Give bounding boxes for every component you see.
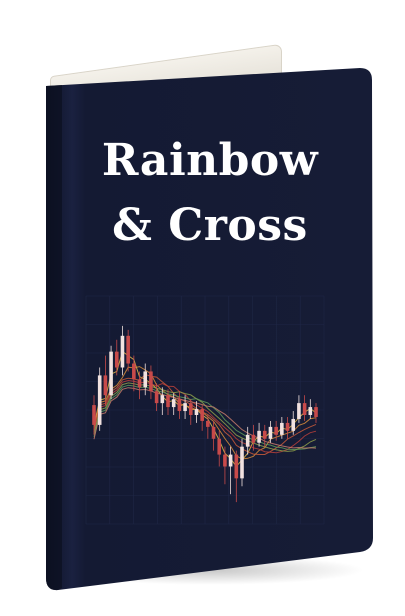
candle-body	[228, 454, 233, 467]
candle-body	[211, 426, 216, 439]
candle-body	[109, 351, 113, 396]
candle-body	[103, 375, 108, 396]
moving-average-line	[93, 384, 317, 451]
candle-body	[291, 418, 296, 431]
candle-body	[194, 409, 199, 415]
moving-average-line	[93, 379, 317, 454]
candle-body	[240, 446, 244, 479]
book-cover-shape	[46, 68, 373, 591]
candle-body	[183, 403, 187, 412]
candle-body	[285, 422, 290, 431]
candle-body	[314, 407, 318, 417]
candle-body	[223, 454, 227, 467]
candle-body	[126, 335, 130, 364]
candle-body	[166, 395, 170, 408]
moving-average-line	[93, 366, 317, 460]
candlestick-illustration	[85, 295, 325, 525]
candle-body	[120, 335, 125, 368]
moving-average-line	[93, 350, 317, 468]
book-cover	[40, 68, 375, 593]
candle-body	[268, 426, 273, 439]
candle-body	[274, 426, 278, 435]
candle-body	[154, 391, 159, 404]
candle-body	[245, 434, 250, 447]
candle-body	[251, 434, 256, 443]
candle-body	[200, 409, 204, 421]
candle-body	[217, 438, 222, 455]
candle-body	[262, 430, 267, 439]
moving-average-line	[93, 387, 317, 449]
candle-body	[160, 395, 165, 404]
candle-body	[132, 363, 136, 380]
candle-body	[188, 403, 193, 415]
candle-body	[280, 422, 284, 435]
book-title-line-1: Rainbow	[101, 135, 319, 186]
book-title-line-2: & Cross	[112, 200, 308, 251]
candle-body	[297, 403, 301, 419]
candle-body	[234, 454, 239, 479]
candle-body	[308, 407, 313, 415]
candle-body	[114, 351, 119, 368]
cover-body	[46, 68, 373, 591]
spine-shade	[46, 85, 62, 591]
candle-body	[92, 405, 96, 425]
candle-body	[137, 379, 142, 388]
candle-body	[143, 371, 148, 388]
candle-body	[97, 375, 102, 425]
candle-body	[149, 371, 153, 392]
moving-average-line	[93, 373, 317, 455]
candle-body	[177, 399, 182, 412]
candle-body	[171, 399, 176, 408]
cover-chart-illustration	[80, 290, 330, 530]
candle-body	[206, 420, 210, 427]
candle-body	[302, 403, 307, 415]
candle-body	[257, 430, 261, 443]
